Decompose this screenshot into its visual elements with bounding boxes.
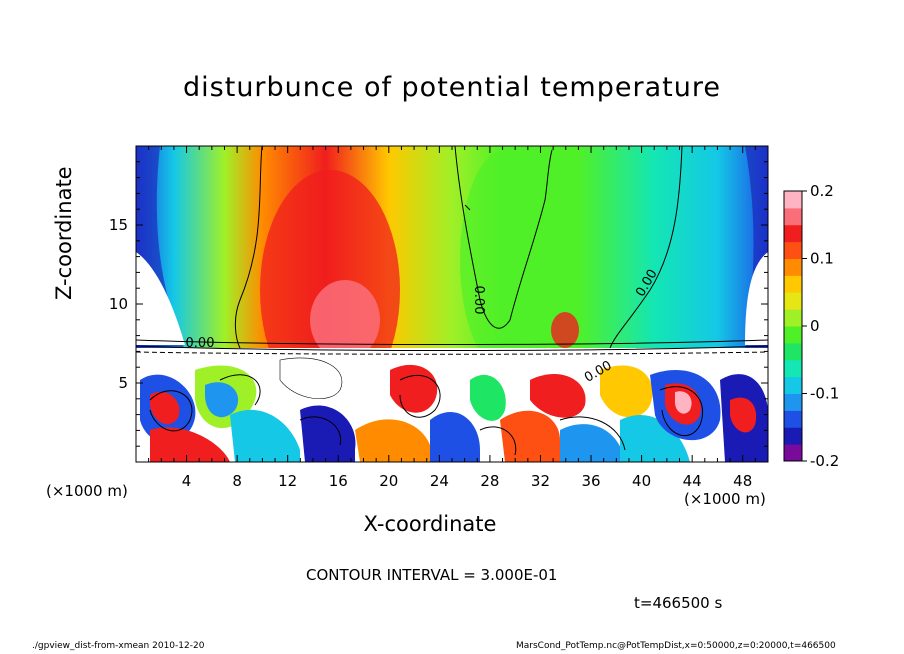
cool-tongue (460, 150, 550, 370)
contour-value-label: 0.00 (186, 336, 215, 351)
colorbar-swatch (784, 342, 802, 361)
footer-right: MarsCond_PotTemp.nc@PotTempDist,x=0:5000… (516, 641, 836, 651)
y-axis: 5 10 15 (109, 161, 768, 447)
contour-lines (136, 146, 768, 456)
x-tick-label: 32 (531, 472, 550, 490)
x-tick-label: 8 (232, 472, 242, 490)
upper-layer-field (136, 146, 768, 348)
x-tick-label: 16 (329, 472, 348, 490)
colorbar-tick-label: -0.2 (810, 452, 839, 470)
colorbar-swatch (784, 275, 802, 293)
colorbar-swatch (784, 444, 802, 462)
colorbar-swatch (784, 359, 802, 378)
colorbar-swatch (784, 376, 802, 394)
warm-spot-right (551, 312, 579, 348)
y-tick-label: 10 (109, 295, 128, 313)
colorbar-swatch (784, 393, 802, 411)
colorbar-swatch (784, 241, 802, 259)
x-tick-label: 44 (683, 472, 702, 490)
y-tick-label: 15 (109, 216, 128, 234)
colorbar-swatch (784, 292, 802, 310)
warm-core-peak (310, 280, 380, 360)
plot-area (136, 146, 768, 462)
colorbar: 0.2 0.1 0 -0.1 -0.2 (783, 182, 839, 470)
footer-left: ./gpview_dist-from-xmean 2010-12-20 (32, 641, 205, 651)
x-tick-label: 4 (182, 472, 192, 490)
x-tick-label: 48 (733, 472, 752, 490)
colorbar-swatch (784, 326, 802, 344)
blank-left (136, 252, 185, 345)
colorbar-swatch (784, 427, 802, 445)
x-tick-label: 24 (430, 472, 449, 490)
y-axis-label: Z-coordinate (52, 166, 76, 300)
colorbar-swatch (784, 224, 802, 243)
colorbar-tick-label: 0.1 (810, 250, 834, 268)
x-unit-label-left: (×1000 m) (46, 482, 128, 500)
x-tick-label: 12 (278, 472, 297, 490)
x-unit-label-right: (×1000 m) (684, 490, 766, 508)
blank-right (745, 252, 768, 345)
colorbar-swatch (784, 410, 802, 428)
colorbar-swatch (784, 191, 802, 209)
contour-value-label: 0.00 (471, 286, 486, 315)
time-label: t=466500 s (634, 594, 723, 612)
colorbar-tick-label: -0.1 (810, 385, 839, 403)
turbulent-patches (140, 357, 768, 462)
plot-title: disturbunce of potential temperature (183, 72, 721, 103)
x-tick-label: 36 (581, 472, 600, 490)
colorbar-swatch (784, 207, 802, 226)
x-tick-label: 40 (632, 472, 651, 490)
x-tick-label: 20 (379, 472, 398, 490)
colorbar-tick-label: 0.2 (810, 182, 834, 200)
x-tick-label: 28 (480, 472, 499, 490)
colorbar-tick-label: 0 (810, 317, 820, 335)
x-axis-label: X-coordinate (363, 512, 497, 536)
x-axis: 4 8 12 16 20 24 28 32 36 40 44 48 (148, 146, 756, 490)
colorbar-swatch (784, 309, 802, 327)
colorbar-swatch (784, 258, 802, 276)
y-tick-label: 5 (118, 374, 128, 392)
contour-interval-label: CONTOUR INTERVAL = 3.000E-01 (306, 566, 558, 584)
